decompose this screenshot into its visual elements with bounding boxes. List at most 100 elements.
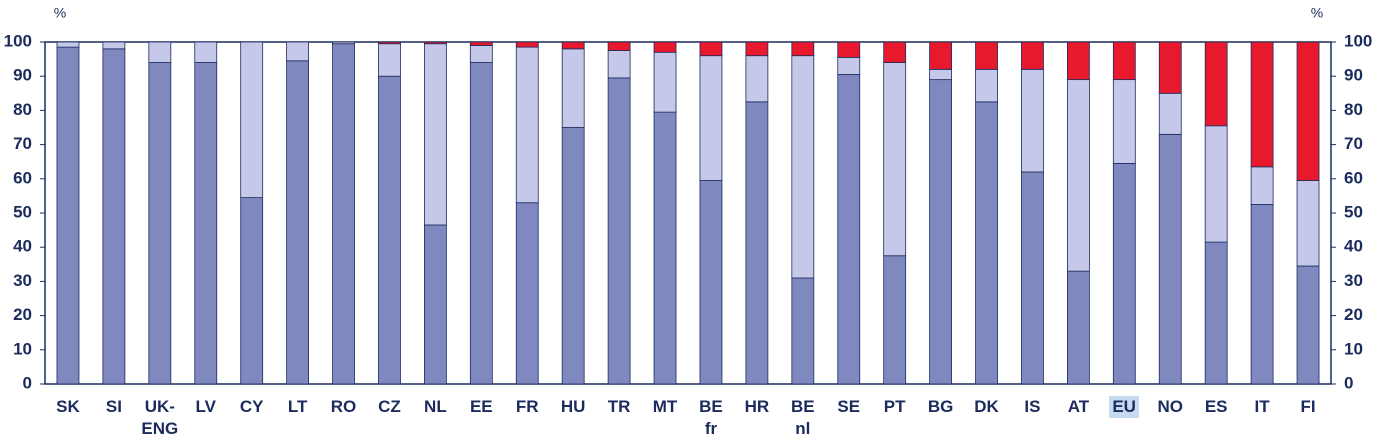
x-tick-label: NO — [1157, 397, 1184, 416]
y2-tick-label: 0 — [1344, 373, 1353, 392]
bar-segment — [929, 41, 953, 70]
bar-segment — [194, 62, 218, 385]
bar-segment — [607, 41, 631, 51]
y2-tick-label: 60 — [1344, 168, 1363, 187]
y-tick-label: 30 — [13, 271, 32, 290]
bar-segment — [1296, 180, 1320, 267]
bar-segment — [1021, 41, 1044, 70]
bar-segment — [561, 41, 585, 50]
bar-segment — [286, 41, 310, 62]
x-tick-label: SE — [837, 397, 861, 416]
bar-segment — [653, 51, 677, 113]
bar-segment — [975, 101, 998, 385]
bar-segment — [561, 127, 585, 385]
bar-segment — [1250, 166, 1274, 205]
x-tick-label: DK — [974, 397, 999, 416]
bar-segment — [1296, 41, 1320, 181]
y-tick-label: 80 — [13, 100, 32, 119]
x-tick-label: HU — [560, 397, 586, 416]
x-tick-label: ES — [1204, 397, 1228, 416]
bar-segment — [1250, 204, 1274, 385]
bar-segment — [745, 55, 769, 103]
y2-tick-label: 100 — [1344, 31, 1372, 50]
x-tick-label: LT — [287, 397, 308, 416]
bar-segment — [699, 41, 723, 57]
bar-segment — [515, 41, 539, 48]
bar-segment — [148, 41, 172, 63]
bar-segment — [1021, 68, 1044, 173]
y-tick-label: 90 — [13, 66, 32, 85]
y2-tick-label: 50 — [1344, 202, 1363, 221]
x-tick-label: BG — [927, 397, 954, 416]
plot-area — [44, 41, 1332, 385]
bar-segment — [745, 41, 769, 57]
x-tick-label: SK — [56, 397, 80, 416]
x-tick-label: IS — [1024, 397, 1041, 416]
x-tick-label: BE fr — [699, 397, 723, 438]
bar-segment — [1066, 41, 1090, 81]
bar-segment — [102, 48, 126, 385]
bar-segment — [1066, 270, 1090, 385]
x-tick-label: BE nl — [791, 397, 815, 438]
bar-segment — [1112, 79, 1136, 164]
x-tick-label: CY — [239, 397, 264, 416]
bar-segment — [332, 41, 355, 45]
bar-segment — [1296, 265, 1320, 385]
x-tick-label: IT — [1254, 397, 1270, 416]
y2-tick-label: 20 — [1344, 305, 1363, 324]
bar-segment — [837, 74, 861, 385]
bar-segment — [469, 41, 493, 46]
bar-segment — [929, 68, 953, 81]
bar-segment — [1112, 41, 1136, 81]
bar-segment — [745, 101, 769, 385]
bar-segment — [194, 41, 218, 63]
x-tick-label: FR — [515, 397, 539, 416]
bar-segment — [515, 202, 539, 385]
bar-segment — [561, 48, 585, 128]
x-tick-label: AT — [1067, 397, 1090, 416]
x-tick-label: HR — [744, 397, 770, 416]
y-tick-label: 70 — [13, 134, 32, 153]
bar-segment — [378, 41, 401, 45]
bar-segment — [1112, 163, 1136, 385]
bar-segment — [1204, 241, 1228, 385]
y2-tick-label: 40 — [1344, 237, 1363, 256]
bar-segment — [423, 43, 447, 226]
x-tick-label: SI — [105, 397, 122, 416]
x-tick-label: CZ — [378, 397, 401, 416]
bar-segment — [423, 224, 447, 385]
x-tick-label: RO — [330, 397, 357, 416]
bar-segment — [286, 60, 310, 385]
bar-segment — [975, 68, 998, 103]
y2-tick-label: 30 — [1344, 271, 1363, 290]
bar-segment — [929, 79, 953, 385]
y2-tick-label: 70 — [1344, 134, 1363, 153]
bar-segment — [1204, 125, 1228, 243]
bar-segment — [378, 43, 401, 77]
bar-segment — [56, 46, 80, 385]
bar-segment — [607, 77, 631, 385]
bar-segment — [791, 277, 815, 385]
bar-segment — [653, 111, 677, 385]
bar-segment — [332, 43, 355, 385]
bar-segment — [1066, 79, 1090, 272]
x-tick-label: MT — [652, 397, 678, 416]
bar-segment — [515, 46, 539, 204]
bar-segment — [1021, 171, 1044, 385]
y-tick-label: 50 — [13, 202, 32, 221]
bar-segment — [791, 41, 815, 57]
bar-segment — [102, 41, 126, 50]
bar-segment — [699, 180, 723, 385]
y2-tick-label: 90 — [1344, 66, 1363, 85]
y2-axis-label: % — [1311, 5, 1323, 21]
bar-segment — [883, 62, 907, 257]
bar-segment — [1158, 41, 1182, 94]
bar-segment — [240, 197, 264, 385]
y-tick-label: 100 — [4, 31, 32, 50]
x-tick-label: UK- ENG — [141, 397, 179, 438]
y-tick-label: 10 — [13, 339, 32, 358]
x-tick-label: FI — [1300, 397, 1316, 416]
x-tick-label: TR — [607, 397, 631, 416]
